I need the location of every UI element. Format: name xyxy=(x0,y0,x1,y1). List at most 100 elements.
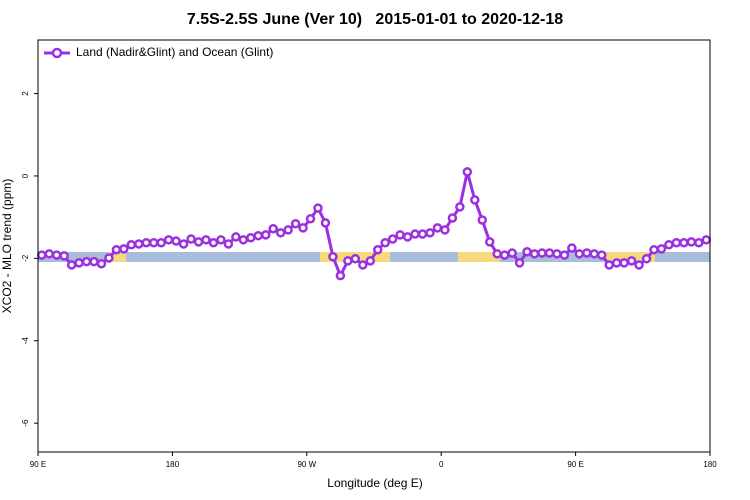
point xyxy=(410,229,420,239)
point xyxy=(81,256,92,267)
chart-title: 7.5S-2.5S June (Ver 10) 2015-01-01 to 20… xyxy=(187,11,563,28)
point xyxy=(484,237,495,247)
point xyxy=(499,250,510,260)
point xyxy=(305,214,316,224)
point xyxy=(141,237,152,248)
point xyxy=(74,258,84,268)
point xyxy=(96,258,107,269)
x-tick-label: 0 xyxy=(439,460,444,469)
point xyxy=(470,195,480,205)
point xyxy=(156,237,166,248)
plot xyxy=(36,167,712,281)
point xyxy=(559,250,570,260)
point xyxy=(380,237,390,248)
legend-marker xyxy=(51,47,63,59)
point xyxy=(582,248,592,258)
point xyxy=(701,235,712,245)
land-band xyxy=(108,252,126,262)
point xyxy=(51,250,62,260)
point xyxy=(178,239,189,249)
point xyxy=(343,256,353,266)
point xyxy=(223,239,234,249)
point xyxy=(193,237,204,247)
point xyxy=(328,251,338,262)
point xyxy=(134,239,144,249)
point xyxy=(679,237,689,248)
point xyxy=(604,260,614,270)
x-tick-label: 90 W xyxy=(297,460,316,469)
y-tick-label: -2 xyxy=(21,254,30,262)
point xyxy=(163,235,174,245)
point xyxy=(59,251,69,261)
point xyxy=(171,236,181,246)
point xyxy=(455,202,465,212)
point xyxy=(611,258,622,268)
x-tick-label: 180 xyxy=(166,460,180,469)
x-tick-label: 90 E xyxy=(30,460,46,469)
point xyxy=(626,256,637,266)
point xyxy=(268,223,278,234)
point xyxy=(186,234,196,244)
point xyxy=(641,254,652,264)
point xyxy=(283,225,293,235)
y-tick-label: -4 xyxy=(21,337,30,345)
point xyxy=(104,253,114,263)
point xyxy=(686,237,697,247)
point xyxy=(492,249,502,259)
point xyxy=(425,228,435,238)
point xyxy=(649,244,659,255)
point xyxy=(567,243,577,253)
point xyxy=(552,249,562,259)
point xyxy=(477,215,488,225)
point xyxy=(208,237,219,248)
y-axis-label: XCO2 - MLO trend (ppm) xyxy=(0,179,14,314)
point xyxy=(656,244,667,254)
point xyxy=(260,230,271,240)
y-tick-label: 2 xyxy=(21,91,30,96)
point xyxy=(402,232,413,242)
y-tick-label: 0 xyxy=(21,173,30,178)
point xyxy=(89,256,99,267)
point xyxy=(372,244,383,255)
x-tick-label: 90 E xyxy=(567,460,583,469)
point xyxy=(320,218,331,228)
point xyxy=(36,250,47,260)
point xyxy=(148,237,159,248)
point xyxy=(246,233,256,243)
point xyxy=(335,270,346,281)
point xyxy=(634,260,644,270)
point xyxy=(111,244,122,255)
point xyxy=(507,248,517,258)
point xyxy=(126,240,137,250)
point xyxy=(290,219,301,229)
point xyxy=(537,248,547,258)
legend-label: Land (Nadir&Glint) and Ocean (Glint) xyxy=(76,45,273,59)
point xyxy=(66,260,77,270)
point xyxy=(544,248,555,258)
point xyxy=(671,237,682,248)
point xyxy=(596,250,607,260)
point xyxy=(231,232,241,242)
point xyxy=(365,256,376,266)
point xyxy=(395,230,405,240)
land-band xyxy=(458,252,500,262)
point xyxy=(694,237,704,248)
point xyxy=(447,213,458,223)
point xyxy=(216,235,226,245)
point xyxy=(432,223,443,233)
point xyxy=(275,228,286,238)
point xyxy=(358,260,368,270)
point xyxy=(522,247,532,257)
point xyxy=(119,244,129,254)
point xyxy=(514,258,525,268)
point xyxy=(201,235,211,245)
y-tick-label: -6 xyxy=(21,419,30,427)
point xyxy=(589,249,600,259)
x-tick-label: 180 xyxy=(703,460,717,469)
x-axis-label: Longitude (deg E) xyxy=(327,476,422,490)
plot-frame xyxy=(37,39,711,453)
point xyxy=(387,234,398,244)
point xyxy=(350,254,361,264)
point xyxy=(440,225,450,235)
